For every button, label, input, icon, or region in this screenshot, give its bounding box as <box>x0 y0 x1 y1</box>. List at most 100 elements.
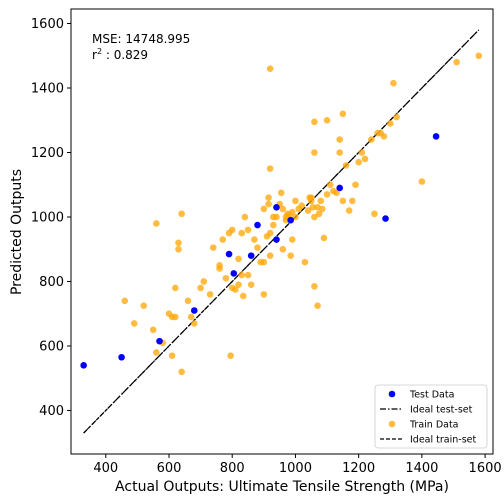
test-data-point <box>118 353 125 361</box>
train-data-point <box>190 320 198 327</box>
test-data-point <box>247 252 255 259</box>
train-data-point <box>307 194 315 201</box>
train-data-point <box>266 165 274 172</box>
train-data-point <box>418 178 426 185</box>
test-data-point <box>80 362 87 369</box>
train-data-point <box>386 120 394 127</box>
plot-area <box>70 8 494 455</box>
train-data-point <box>339 110 347 118</box>
train-data-point <box>153 349 160 356</box>
train-data-point <box>371 210 378 218</box>
r2-label: r <box>92 48 97 62</box>
train-data-point <box>266 229 274 237</box>
train-data-point <box>184 297 192 305</box>
train-data-point <box>319 205 326 213</box>
train-data-point <box>314 302 321 309</box>
train-data-point <box>301 258 309 266</box>
train-data-point <box>206 291 214 298</box>
train-data-point <box>323 116 331 124</box>
legend: Test Data Ideal test-set Train Data Idea… <box>374 384 488 449</box>
train-data-point <box>393 113 400 121</box>
train-data-point <box>140 302 148 309</box>
train-data-point <box>361 155 369 163</box>
test-data-point <box>287 216 294 224</box>
test-data-point <box>336 184 343 192</box>
train-data-point <box>352 181 359 189</box>
train-data-point <box>323 191 331 198</box>
y-tick-label: 800 <box>39 275 64 290</box>
train-data-point <box>219 236 227 243</box>
test-data-point <box>225 250 233 258</box>
train-data-point <box>178 368 185 376</box>
train-data-point <box>200 278 208 285</box>
train-data-point <box>279 245 287 253</box>
train-data-point <box>175 245 182 253</box>
train-data-point <box>390 79 397 87</box>
train-data-point <box>367 136 375 143</box>
train-data-point <box>345 207 353 214</box>
train-data-point <box>288 208 296 216</box>
train-data-point <box>227 352 234 359</box>
y-tick-label: 400 <box>39 404 64 419</box>
train-data-point <box>153 220 160 227</box>
train-data-point <box>209 244 217 251</box>
train-data-point <box>244 226 252 234</box>
train-data-point <box>333 189 340 197</box>
train-data-point <box>309 204 317 211</box>
legend-ideal-train-label: Ideal train-set <box>410 435 476 446</box>
test-data-point <box>432 133 440 140</box>
train-data-point <box>339 197 347 205</box>
train-data-point <box>315 210 323 218</box>
train-data-points <box>121 52 483 376</box>
train-data-point <box>235 281 242 289</box>
train-data-point <box>266 65 274 72</box>
train-data-point <box>304 207 312 214</box>
train-data-point <box>130 320 138 327</box>
train-data-point <box>277 189 285 197</box>
train-data-point <box>355 158 362 166</box>
train-data-point <box>175 239 182 247</box>
x-tick-label: 1400 <box>405 461 438 476</box>
train-data-point <box>197 284 204 292</box>
train-data-point <box>247 281 255 289</box>
test-data-point <box>273 204 280 211</box>
y-axis-title: Predicted Outputs <box>9 169 25 295</box>
test-data-point <box>190 307 198 314</box>
train-data-point <box>342 162 350 169</box>
train-data-point <box>239 292 247 300</box>
r2-exponent: 2 <box>97 47 102 56</box>
ideal-train-set-line <box>83 29 480 434</box>
test-data-point <box>230 270 238 277</box>
mse-annotation: MSE: 14748.995 <box>92 32 190 46</box>
train-data-point <box>172 284 179 292</box>
train-data-point <box>235 255 242 263</box>
legend-box <box>374 384 488 449</box>
x-tick-label: 400 <box>93 461 118 476</box>
train-data-point <box>232 286 239 293</box>
train-data-point <box>244 271 252 279</box>
train-data-point <box>358 149 366 156</box>
train-data-point <box>168 352 176 359</box>
train-data-point <box>298 202 306 210</box>
train-data-point <box>266 252 274 259</box>
train-data-point <box>292 213 299 221</box>
train-data-point <box>149 326 157 334</box>
test-data-point <box>273 236 280 243</box>
train-data-point <box>273 213 280 221</box>
train-data-point <box>311 213 318 221</box>
y-tick-label: 1400 <box>31 82 64 97</box>
train-data-point <box>380 133 388 140</box>
train-data-point <box>287 252 294 259</box>
train-data-point <box>270 221 277 229</box>
train-data-point <box>178 210 185 218</box>
legend-train-label: Train Data <box>409 420 459 431</box>
y-tick-label: 600 <box>39 339 64 354</box>
train-data-point <box>172 313 179 321</box>
legend-train-marker <box>388 420 396 428</box>
train-data-point <box>241 213 249 221</box>
train-data-point <box>292 197 299 205</box>
r2-annotation: r2 : 0.829 <box>92 47 148 62</box>
train-data-point <box>228 226 236 234</box>
train-data-point <box>326 181 334 189</box>
ideal-lines <box>83 29 480 434</box>
